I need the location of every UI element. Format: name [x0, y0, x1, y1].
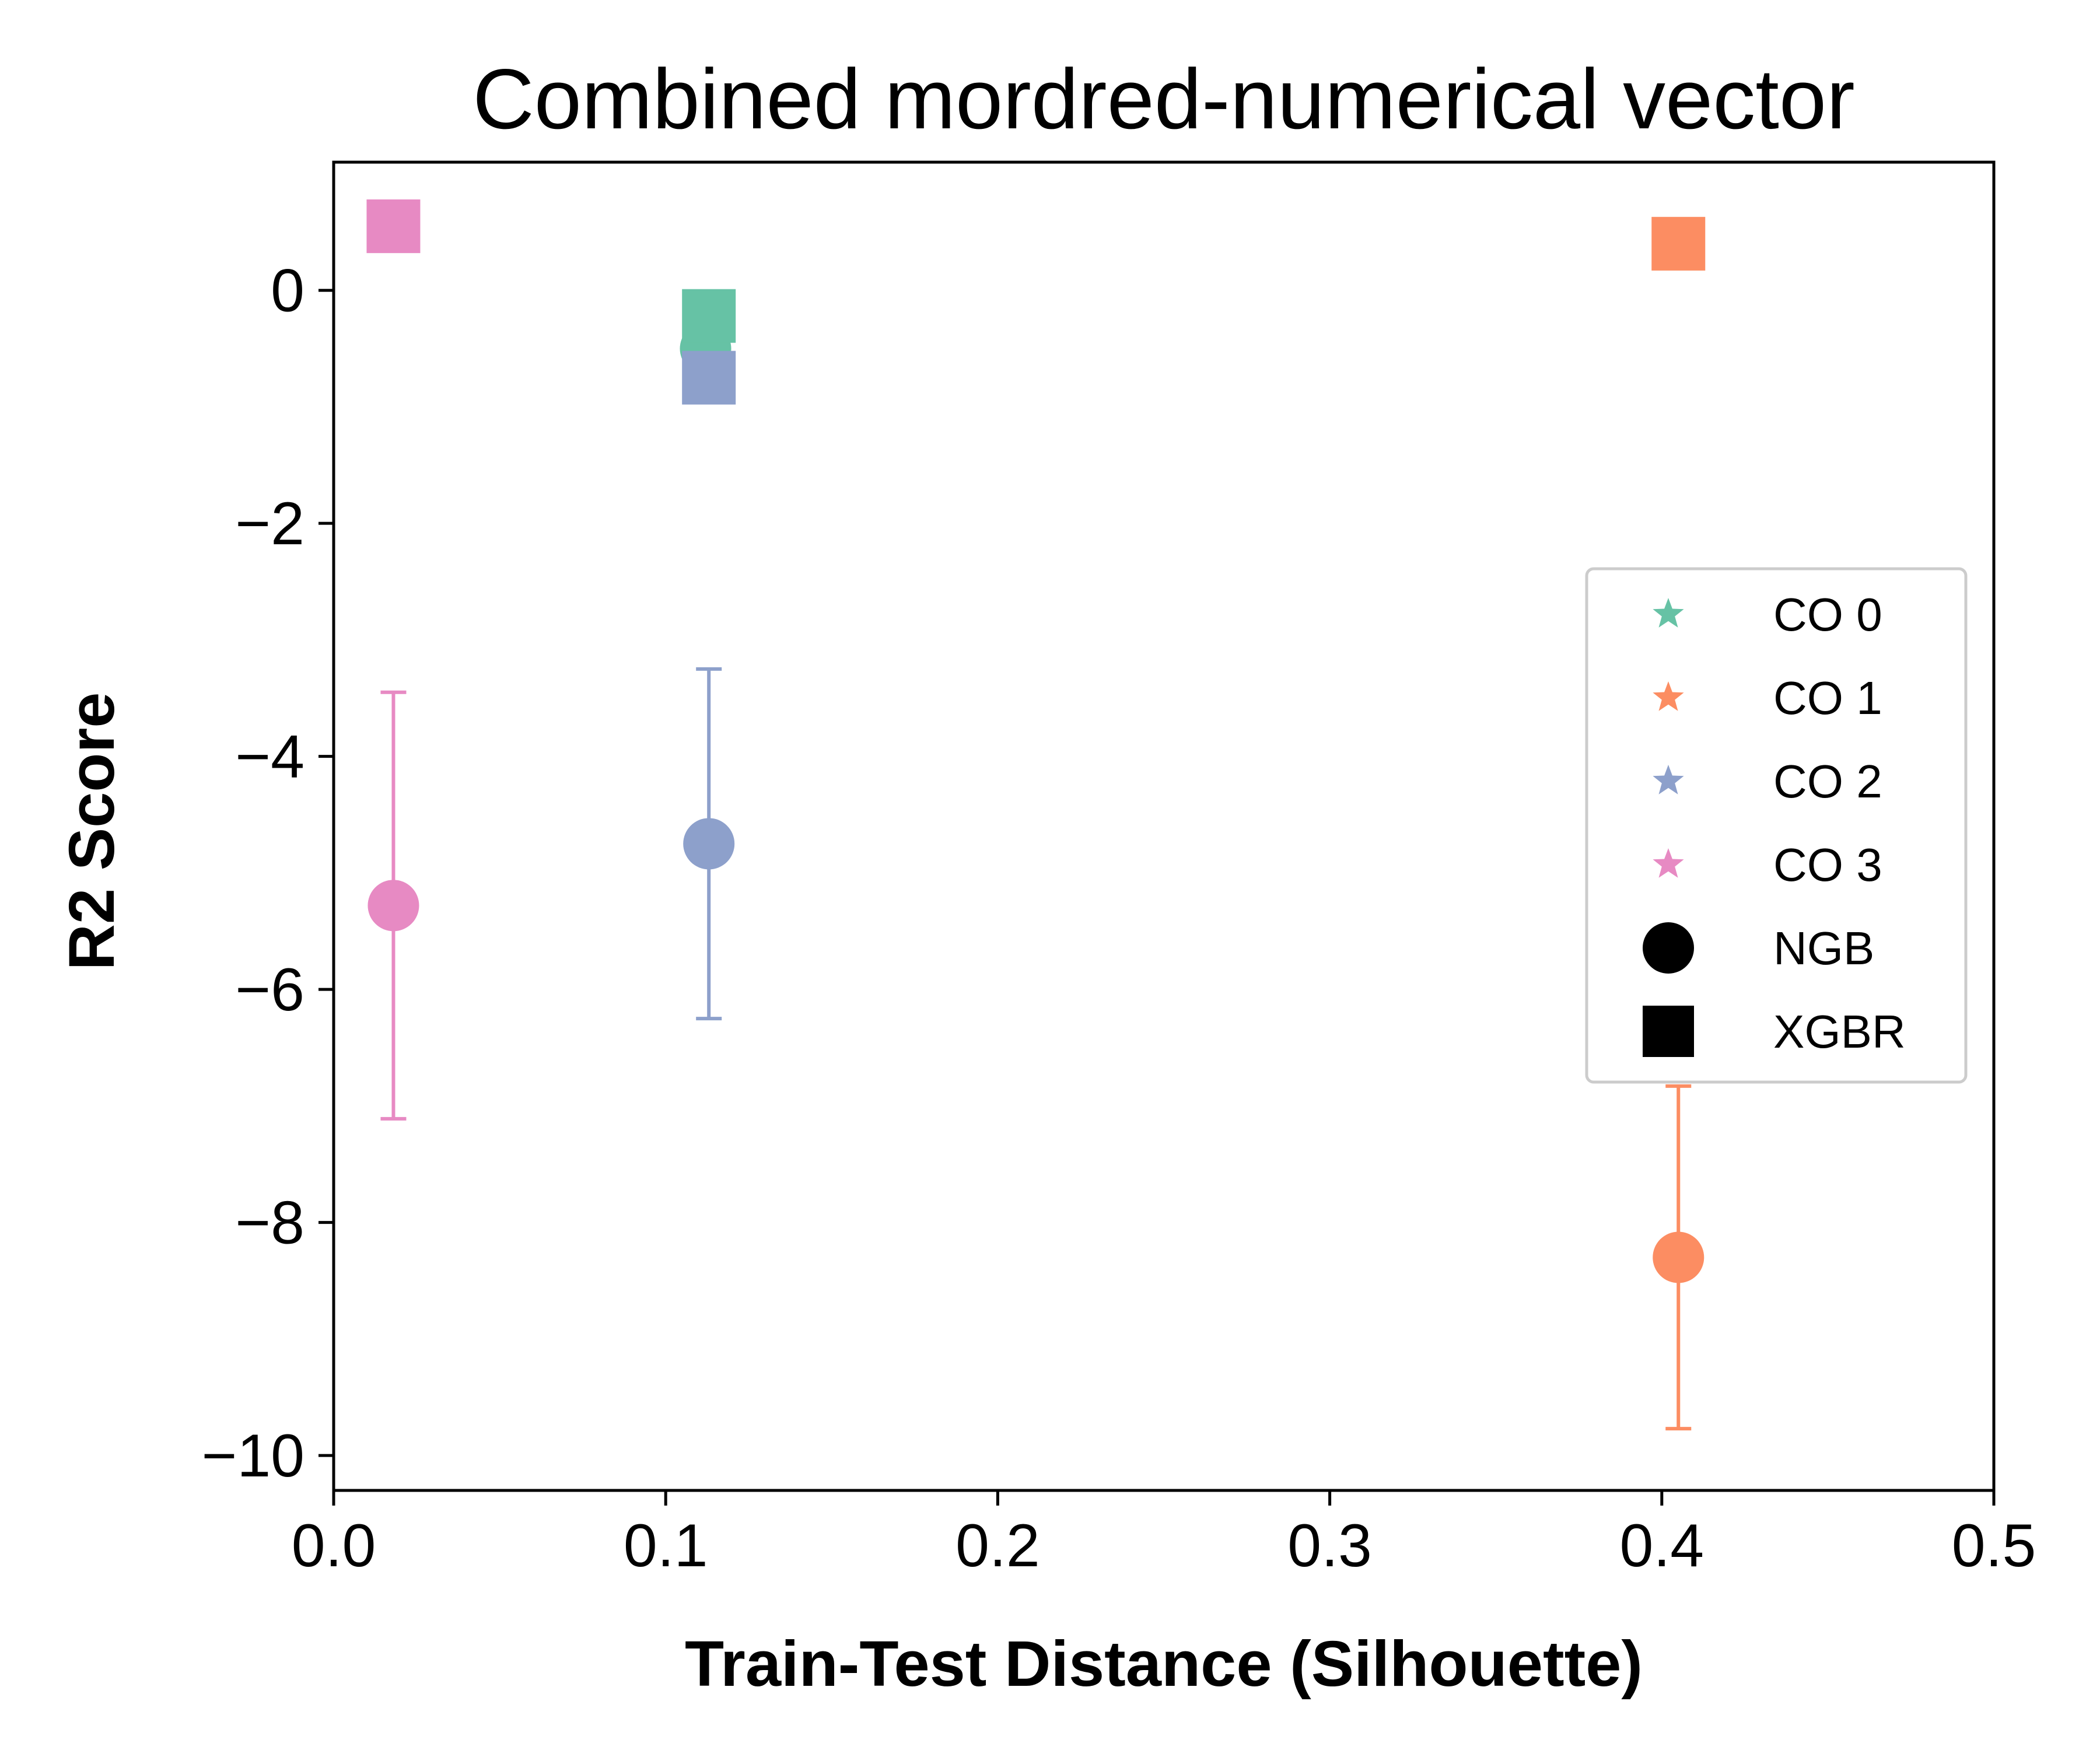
y-tick-label: −4	[235, 723, 304, 791]
y-axis-label: R2 Score	[56, 692, 128, 971]
x-tick-label: 0.5	[1952, 1512, 2036, 1580]
legend: CO 0 CO 1 CO 2 CO 3 NGB XGBR	[1585, 567, 1968, 1084]
point-xgbr-co3	[366, 199, 421, 253]
x-tick-label: 0.0	[292, 1512, 376, 1580]
plot-marks	[366, 199, 1706, 1431]
point-ngb-co1	[1653, 1231, 1704, 1283]
x-tick-label: 0.2	[956, 1512, 1040, 1580]
point-ngb-co3	[368, 880, 419, 932]
x-tick-label: 0.3	[1287, 1512, 1372, 1580]
legend-label-xgbr: XGBR	[1773, 1006, 1906, 1058]
y-tick-label: −10	[202, 1422, 304, 1490]
y-tick-label: −8	[235, 1189, 304, 1257]
y-tick-label: −6	[235, 956, 304, 1024]
plot-frame	[332, 160, 1996, 1492]
point-xgbr-co1	[1651, 216, 1706, 271]
legend-label-co-3: CO 3	[1773, 839, 1882, 891]
legend-marker-co-3	[1653, 848, 1684, 878]
x-tick-label: 0.1	[624, 1512, 708, 1580]
x-axis-label: Train-Test Distance (Silhouette)	[685, 1628, 1643, 1700]
x-tick-label: 0.4	[1620, 1512, 1704, 1580]
legend-marker-xgbr	[1643, 1006, 1694, 1057]
legend-box	[1585, 567, 1968, 1084]
legend-marker-co-0	[1653, 598, 1684, 628]
axes: 0.0 0.1 0.2 0.3 0.4 0.5 0 −2 −4 −6 −8 −10	[202, 160, 2036, 1580]
legend-label-co-2: CO 2	[1773, 755, 1882, 807]
point-ngb-co2	[683, 818, 735, 870]
legend-marker-co-2	[1653, 765, 1684, 794]
legend-marker-co-1	[1653, 681, 1684, 711]
y-tick-label: 0	[271, 257, 304, 325]
legend-label-ngb: NGB	[1773, 922, 1874, 974]
legend-marker-ngb	[1643, 922, 1694, 974]
point-xgbr-co0	[682, 289, 736, 343]
point-xgbr-co2	[682, 351, 736, 405]
chart-title: Combined mordred-numerical vector	[473, 51, 1854, 146]
legend-label-co-1: CO 1	[1773, 672, 1882, 724]
y-tick-label: −2	[235, 490, 304, 558]
legend-label-co-0: CO 0	[1773, 589, 1882, 640]
